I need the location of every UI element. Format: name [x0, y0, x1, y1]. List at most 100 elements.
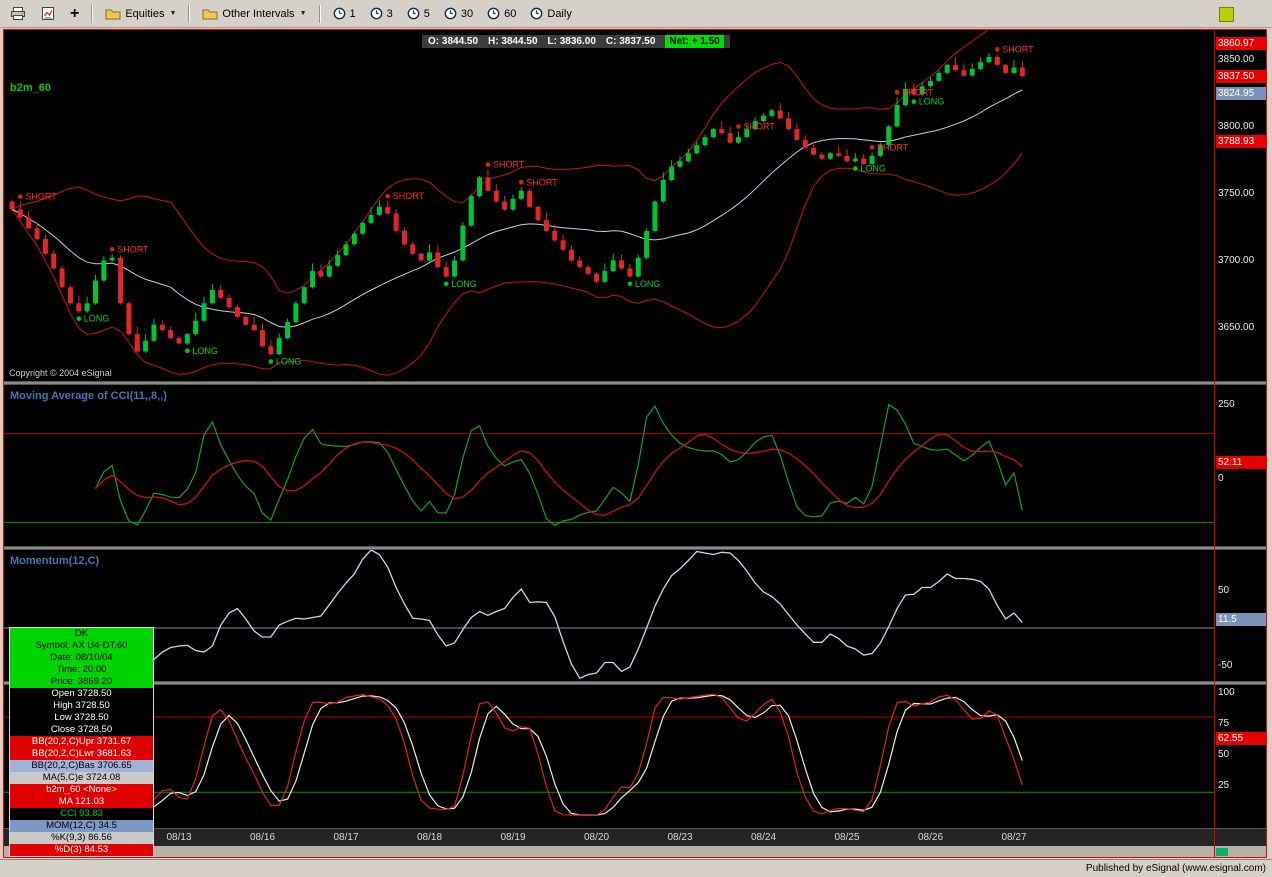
- print-button[interactable]: [4, 3, 32, 25]
- toolbar-separator: [188, 4, 191, 23]
- ohlc-readout: O: 3844.50 H: 3844.50 L: 3836.00 C: 3837…: [422, 35, 730, 48]
- chart-symbol-title: b2m_60: [10, 82, 51, 94]
- svg-text:SHORT: SHORT: [877, 142, 909, 152]
- price-panel[interactable]: SHORT LONG SHORT LONG LONG SHORT LONG SHORT SHOR…: [4, 30, 1214, 381]
- toolbar: + Equities ▼ Other Intervals ▼ 1 3 5 30 60 Da…: [0, 0, 1272, 28]
- svg-text:SHORT: SHORT: [117, 244, 149, 254]
- svg-text:SHORT: SHORT: [393, 191, 425, 201]
- svg-text:LONG: LONG: [451, 279, 477, 289]
- time-axis-label: 08/17: [333, 832, 359, 843]
- low-value: L: 3836.00: [547, 36, 596, 47]
- data-window-row: MOM(12,C) 34.5: [10, 820, 153, 832]
- folder-icon: [105, 9, 121, 20]
- scale-label: 3800.00: [1218, 121, 1255, 132]
- interval-label: Daily: [547, 7, 572, 20]
- scale-label: 50: [1218, 585, 1230, 596]
- publisher-text: Published by eSignal (www.esignal.com): [1085, 863, 1266, 874]
- chart-window: SHORT LONG SHORT LONG LONG SHORT LONG SHORT SHOR…: [3, 29, 1267, 858]
- scale-label: 0: [1218, 473, 1224, 484]
- time-axis-label: 08/13: [166, 832, 192, 843]
- interval-button-5[interactable]: 5: [401, 3, 436, 25]
- svg-text:LONG: LONG: [192, 346, 218, 356]
- toolbar-separator: [318, 4, 321, 23]
- interval-label: 3: [386, 7, 393, 20]
- status-indicator-square: [1219, 7, 1234, 22]
- scale-label: -50: [1218, 660, 1233, 671]
- edit-chart-button[interactable]: [34, 3, 62, 25]
- interval-button-group: 1 3 5 30 60 Daily: [327, 3, 578, 25]
- momentum-plot[interactable]: [4, 550, 1214, 681]
- momentum-scale: 50 11.5 -50: [1215, 550, 1266, 681]
- scale-label: 75: [1218, 718, 1230, 729]
- print-icon: [11, 7, 25, 20]
- copyright-notice: Copyright © 2004 eSignal: [9, 368, 112, 378]
- time-axis-label: 08/27: [1001, 832, 1027, 843]
- cci-plot[interactable]: [4, 385, 1214, 546]
- data-window-row: Open 3728.50: [10, 688, 153, 700]
- interval-button-daily[interactable]: Daily: [524, 3, 577, 25]
- time-axis-label: 08/23: [667, 832, 693, 843]
- svg-text:SHORT: SHORT: [1002, 44, 1034, 54]
- clock-icon: [487, 7, 500, 20]
- svg-text:SHORT: SHORT: [493, 160, 525, 170]
- time-axis-label: 08/19: [500, 832, 526, 843]
- add-symbol-button[interactable]: +: [64, 3, 85, 25]
- chevron-down-icon: ▼: [169, 10, 177, 17]
- panel-divider[interactable]: [4, 681, 1266, 685]
- data-window-row: DK: [10, 628, 153, 640]
- scale-label: 50: [1218, 749, 1230, 760]
- plus-icon: +: [70, 4, 80, 22]
- momentum-panel-title: Momentum(12,C): [10, 555, 100, 567]
- time-axis-label: 08/26: [917, 832, 944, 843]
- cci-panel-title: Moving Average of CCI(11,,8,,): [10, 390, 167, 402]
- scale-label: 3750.00: [1218, 188, 1255, 199]
- interval-button-60[interactable]: 60: [481, 3, 522, 25]
- time-axis-label: 08/18: [416, 832, 443, 843]
- stochastic-scale: 100 75 62.55 50 25: [1215, 685, 1266, 828]
- svg-text:SHORT: SHORT: [902, 87, 934, 97]
- data-window-row: Date: 08/10/04: [10, 652, 153, 664]
- panel-divider[interactable]: [4, 381, 1266, 385]
- other-intervals-dropdown[interactable]: Other Intervals ▼: [196, 3, 312, 25]
- clock-icon: [407, 7, 420, 20]
- folder-icon: [202, 9, 218, 20]
- time-axis-label: 08/24: [750, 832, 777, 843]
- svg-text:SHORT: SHORT: [526, 177, 558, 187]
- scale-badge: 3837.50: [1216, 70, 1266, 83]
- high-value: H: 3844.50: [488, 36, 538, 47]
- stochastic-plot[interactable]: [4, 685, 1214, 828]
- status-bar: Published by eSignal (www.esignal.com): [0, 859, 1272, 877]
- data-window-row: BB(20,2,C)Upr 3731.67: [10, 736, 153, 748]
- interval-button-1[interactable]: 1: [327, 3, 362, 25]
- momentum-panel[interactable]: Momentum(12,C): [4, 550, 1214, 681]
- data-window-row: High 3728.50: [10, 700, 153, 712]
- data-window-row: Price: 3869.20: [10, 676, 153, 688]
- scale-label: 3650.00: [1218, 322, 1255, 333]
- data-window-row: Low 3728.50: [10, 712, 153, 724]
- data-window-row: %D(3) 84.53: [10, 844, 153, 856]
- panel-divider[interactable]: [4, 546, 1266, 550]
- cci-panel[interactable]: Moving Average of CCI(11,,8,,): [4, 385, 1214, 546]
- other-intervals-label: Other Intervals: [222, 7, 295, 20]
- svg-text:SHORT: SHORT: [743, 122, 775, 132]
- interval-button-30[interactable]: 30: [438, 3, 479, 25]
- data-window-row: BB(20,2,C)Bas 3706.65: [10, 760, 153, 772]
- time-axis-label: 08/25: [834, 832, 860, 843]
- price-plot[interactable]: SHORTLONGSHORTLONGLONGSHORTLONGSHORTSHOR…: [4, 30, 1214, 381]
- scale-badge: 3824.95: [1216, 87, 1266, 100]
- interval-button-3[interactable]: 3: [364, 3, 399, 25]
- interval-label: 5: [423, 7, 430, 20]
- data-window-row: Close 3728.50: [10, 724, 153, 736]
- equities-dropdown[interactable]: Equities ▼: [99, 3, 182, 25]
- svg-text:LONG: LONG: [276, 357, 302, 367]
- chart-page-icon: [42, 7, 54, 20]
- data-window-row: CCI 93.83: [10, 808, 153, 820]
- data-window-row: MA(5,C)e 3724.08: [10, 772, 153, 784]
- stochastic-panel[interactable]: [4, 685, 1214, 828]
- price-scale-column[interactable]: 3860.97 3850.00 3837.50 3824.95 3800.00 3788.…: [1214, 30, 1266, 857]
- cci-scale: 250 52.11 0: [1215, 385, 1266, 546]
- price-scale: 3860.97 3850.00 3837.50 3824.95 3800.00 3788.…: [1215, 30, 1266, 381]
- time-axis[interactable]: 08/13 08/16 08/17 08/18 08/19 08/20 08/23 08/24…: [4, 828, 1266, 846]
- open-value: O: 3844.50: [428, 36, 479, 47]
- scale-badge: 52.11: [1216, 456, 1266, 469]
